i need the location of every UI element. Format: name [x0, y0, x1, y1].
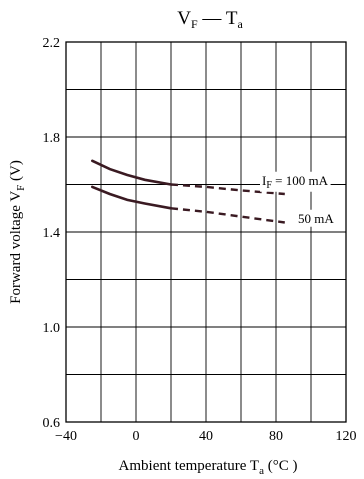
- plot-frame: [65, 41, 347, 423]
- y-tick-label: 0.6: [43, 416, 61, 431]
- y-tick-label: 1.0: [43, 321, 61, 336]
- series-100ma-dashed-line: [170, 183, 285, 196]
- chart-title: VF — Ta: [177, 8, 243, 31]
- x-tick-label: 120: [336, 429, 357, 444]
- title-second-sub: a: [237, 17, 243, 31]
- series-label-50ma-rest: 50 mA: [298, 211, 334, 226]
- x-axis-label: Ambient temperature Ta (°C ): [119, 458, 298, 477]
- tick-labels: −40 0 40 80 120 0.6 1.0 1.4 1.8 2.2: [43, 36, 357, 444]
- series-label-background: [296, 209, 337, 227]
- y-tick-label: 2.2: [43, 36, 61, 51]
- series-100ma-solid-line: [91, 159, 173, 186]
- x-tick-label: 40: [199, 429, 213, 444]
- series-label-50ma: 50 mA: [296, 209, 337, 227]
- series-50ma-dashed-line: [170, 207, 285, 224]
- y-axis-label-main: Forward voltage V: [8, 191, 24, 304]
- series-label-text: 50 mA: [298, 211, 334, 226]
- x-tick-label: 80: [269, 429, 283, 444]
- series-label-100ma-sub: F: [266, 180, 272, 191]
- grid: [66, 42, 346, 422]
- x-axis-label-sub: a: [259, 465, 264, 477]
- title-main-sub: F: [191, 17, 198, 31]
- x-axis-label-main: Ambient temperature T: [119, 458, 260, 474]
- series-50ma-solid-line: [91, 185, 173, 210]
- y-axis-label: Forward voltage VF (V): [8, 160, 27, 304]
- series-label-background: [260, 171, 331, 192]
- y-axis-label-unit: (V): [8, 160, 24, 185]
- series-label-text: IF = 100 mA: [262, 173, 329, 191]
- title-sep: —: [198, 8, 226, 29]
- series-layer: [91, 159, 285, 224]
- y-tick-label: 1.8: [43, 131, 61, 146]
- series-label-100ma: IF = 100 mA: [260, 171, 331, 192]
- x-tick-label: −40: [55, 429, 77, 444]
- x-axis-label-unit: (°C ): [264, 458, 298, 474]
- title-main: V: [177, 8, 191, 29]
- y-tick-label: 1.4: [43, 226, 61, 241]
- y-axis-label-sub: F: [15, 185, 27, 191]
- x-tick-label: 0: [133, 429, 140, 444]
- series-label-100ma-rest: = 100 mA: [272, 173, 329, 188]
- series-label-100ma-main: I: [262, 173, 266, 188]
- title-second: T: [226, 8, 238, 29]
